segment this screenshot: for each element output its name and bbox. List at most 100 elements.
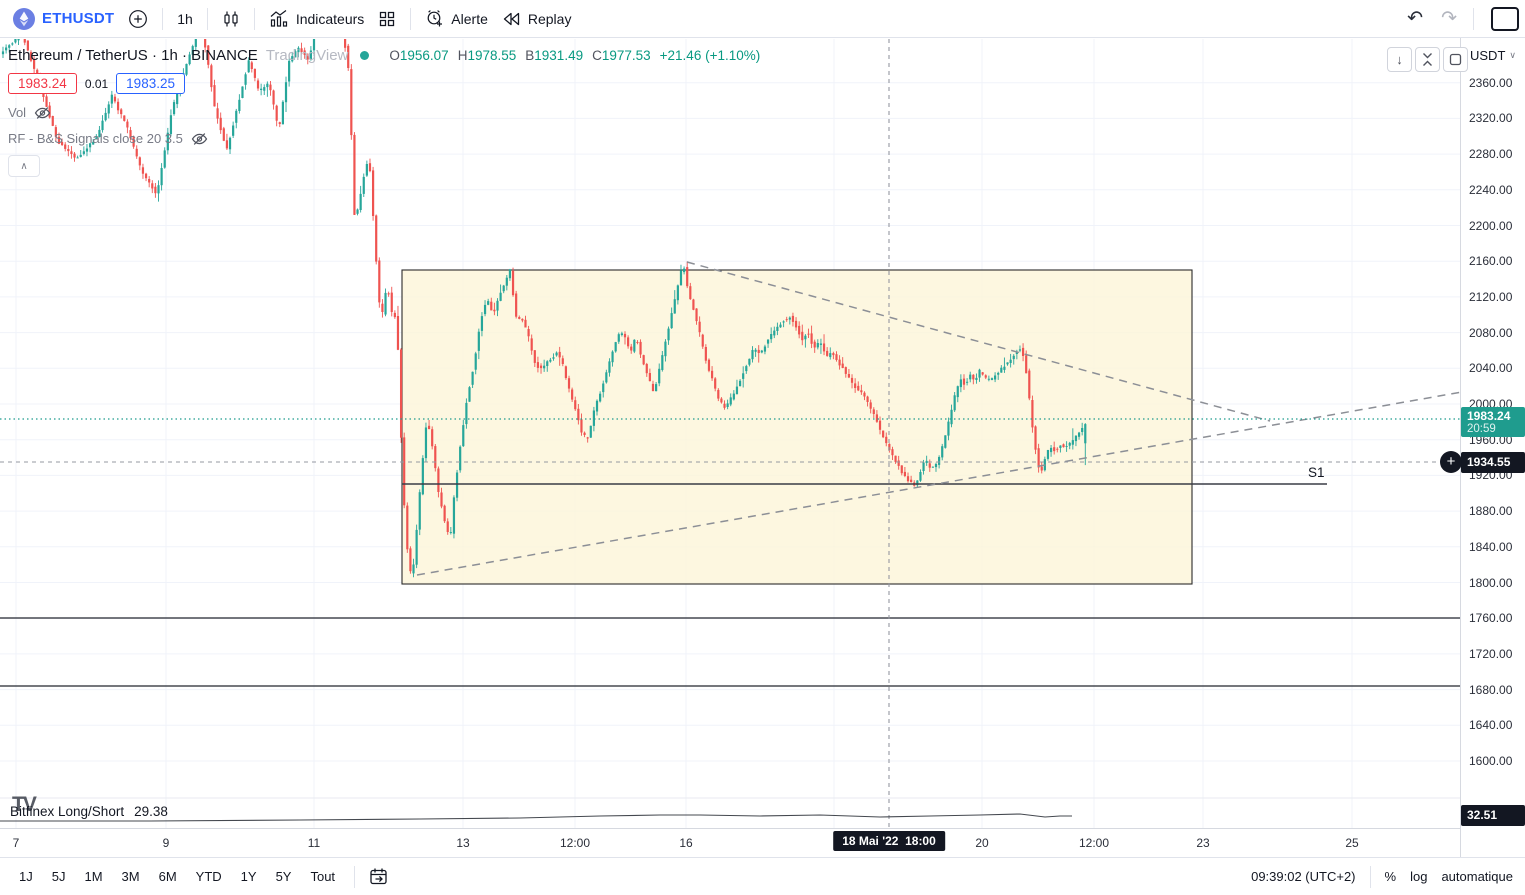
- time-axis-tick: 12:00: [1078, 836, 1110, 850]
- replay-button[interactable]: Replay: [495, 7, 579, 31]
- range-button-1j[interactable]: 1J: [19, 869, 33, 884]
- range-button-3m[interactable]: 3M: [121, 869, 140, 884]
- compare-add-button[interactable]: [121, 5, 155, 33]
- interval-button[interactable]: 1h: [170, 7, 200, 31]
- range-button-ytd[interactable]: YTD: [195, 869, 222, 884]
- range-button-5j[interactable]: 5J: [51, 869, 66, 884]
- price-axis[interactable]: 1600.00 1640.00 1680.00 1720.00 1760.00 1800.…: [1460, 0, 1525, 895]
- bid-price-button[interactable]: 1983.24: [8, 73, 77, 94]
- legend-title: Ethereum / TetherUS · 1h · BINANCE: [8, 47, 258, 64]
- crosshair-add-alert-button[interactable]: +: [1440, 451, 1462, 473]
- go-to-date-button[interactable]: [362, 863, 396, 890]
- toolbar-separator: [1369, 865, 1371, 888]
- price-axis-label: 2040.00: [1469, 361, 1513, 376]
- replay-icon: [502, 11, 521, 27]
- plus-circle-icon: [128, 9, 148, 29]
- symbol-button[interactable]: ETHUSDT: [6, 4, 121, 34]
- time-axis-tick: 7: [12, 836, 20, 850]
- toolbar-separator: [162, 7, 164, 30]
- clock-label[interactable]: 09:39:02 (UTC+2): [1251, 869, 1356, 884]
- collapse-pane-button[interactable]: [1415, 47, 1440, 72]
- legend-collapse-button[interactable]: ∧: [8, 155, 40, 177]
- range-button-tout[interactable]: Tout: [310, 869, 336, 884]
- redo-button[interactable]: ↷: [1441, 8, 1457, 29]
- bottom-right-group: 09:39:02 (UTC+2) % log automatique: [1251, 865, 1513, 888]
- price-axis-label: 1800.00: [1469, 575, 1513, 590]
- tradingview-logo: TV: [12, 793, 37, 816]
- eye-hidden-icon[interactable]: [34, 106, 51, 120]
- range-button-5y[interactable]: 5Y: [275, 869, 292, 884]
- time-axis-tick: 13: [456, 836, 470, 850]
- calendar-icon: [370, 868, 387, 885]
- subpane-legend: Bitfinex Long/Short 29.38: [10, 804, 168, 819]
- main-chart[interactable]: S1: [0, 0, 1460, 895]
- price-axis-label: 2280.00: [1469, 147, 1513, 162]
- price-axis-label: 2080.00: [1469, 325, 1513, 340]
- bid-ask-row: 1983.24 0.01 1983.25: [8, 73, 760, 94]
- price-axis-label: 1600.00: [1469, 754, 1513, 768]
- indicators-label: Indicateurs: [295, 10, 365, 27]
- crosshair-time-label: 18 Mai '22 18:00: [833, 831, 945, 851]
- range-button-1m[interactable]: 1M: [84, 869, 103, 884]
- spread-value: 0.01: [84, 76, 109, 91]
- price-axis-label: 2160.00: [1469, 254, 1513, 269]
- ohlc-values: O1956.07 H1978.55 B1931.49 C1977.53 +21.46 (…: [389, 48, 760, 63]
- time-axis-tick: 23: [1196, 836, 1210, 850]
- price-axis-label: 1760.00: [1469, 611, 1513, 626]
- alarm-clock-icon: [425, 9, 444, 28]
- rf-indicator-label: RF - B&S Signals close 20 3.5: [8, 131, 183, 146]
- price-axis-label: 2360.00: [1469, 75, 1513, 90]
- svg-text:S1: S1: [1308, 465, 1325, 480]
- crosshair-price-label: 1934.55: [1461, 452, 1525, 473]
- symbol-label: ETHUSDT: [42, 10, 115, 27]
- price-axis-label: 2320.00: [1469, 111, 1513, 126]
- pane-buttons: ↓: [1387, 47, 1468, 72]
- change-value: +21.46 (+1.10%): [659, 48, 761, 63]
- market-status-dot[interactable]: [360, 51, 370, 60]
- maximize-pane-button[interactable]: [1443, 47, 1468, 72]
- price-axis-label: 1680.00: [1469, 682, 1513, 697]
- scroll-to-recent-button[interactable]: ↓: [1387, 47, 1412, 72]
- replay-label: Replay: [527, 10, 572, 27]
- time-axis-tick: 12:00: [559, 836, 591, 850]
- chart-type-button[interactable]: [215, 6, 247, 32]
- indicator-templates-button[interactable]: [371, 6, 403, 32]
- legend-title-row[interactable]: Ethereum / TetherUS · 1h · BINANCE Tradi…: [8, 47, 760, 64]
- price-axis-label: 2120.00: [1469, 289, 1513, 304]
- auto-scale-button[interactable]: automatique: [1441, 869, 1513, 884]
- tradingview-watermark: TradingView: [265, 47, 349, 64]
- volume-indicator-row[interactable]: Vol: [8, 105, 760, 120]
- indicators-icon: [269, 9, 289, 28]
- currency-selector[interactable]: USDT ∨: [1470, 48, 1516, 63]
- eth-logo-icon: [13, 7, 35, 30]
- top-toolbar: ETHUSDT 1h Indicateurs Alerte: [0, 0, 1525, 38]
- grid-squares-icon: [378, 10, 396, 28]
- layout-button[interactable]: [1491, 6, 1519, 31]
- time-axis[interactable]: 7 9 11 13 12:00 16 20 12:00 23 25 18 Mai '22 18:00: [0, 828, 1460, 858]
- bottom-toolbar: 1J 5J 1M 3M 6M YTD 1Y 5Y Tout 09:39:02 (UTC+2) %…: [0, 857, 1525, 895]
- range-button-1y[interactable]: 1Y: [240, 869, 257, 884]
- range-button-6m[interactable]: 6M: [158, 869, 177, 884]
- price-axis-label: 2200.00: [1469, 218, 1513, 233]
- alert-button[interactable]: Alerte: [418, 5, 495, 32]
- bitfinex-line: [0, 813, 1072, 822]
- ask-price-button[interactable]: 1983.25: [116, 73, 185, 94]
- eye-hidden-icon[interactable]: [191, 132, 208, 146]
- price-axis-label: 1720.00: [1469, 646, 1513, 661]
- price-axis-label: 1640.00: [1469, 718, 1513, 733]
- ohlc-item: H1978.55: [457, 48, 517, 63]
- maximize-icon: [1449, 53, 1462, 66]
- time-axis-tick: 11: [307, 836, 321, 850]
- undo-button[interactable]: ↶: [1407, 8, 1424, 29]
- percent-scale-button[interactable]: %: [1384, 869, 1397, 884]
- subpane-label: Bitfinex Long/Short: [10, 804, 125, 819]
- rf-indicator-row[interactable]: RF - B&S Signals close 20 3.5: [8, 131, 760, 146]
- unfold-collapse-icon: [1423, 53, 1432, 66]
- last-price-label: 1983.24 20:59: [1461, 407, 1525, 437]
- toolbar-separator: [410, 7, 412, 30]
- toolbar-right-group: ↶ ↷: [1398, 6, 1519, 31]
- indicators-button[interactable]: Indicateurs: [262, 6, 371, 32]
- log-scale-button[interactable]: log: [1410, 869, 1428, 884]
- subpane-value-label: 32.51: [1461, 805, 1525, 826]
